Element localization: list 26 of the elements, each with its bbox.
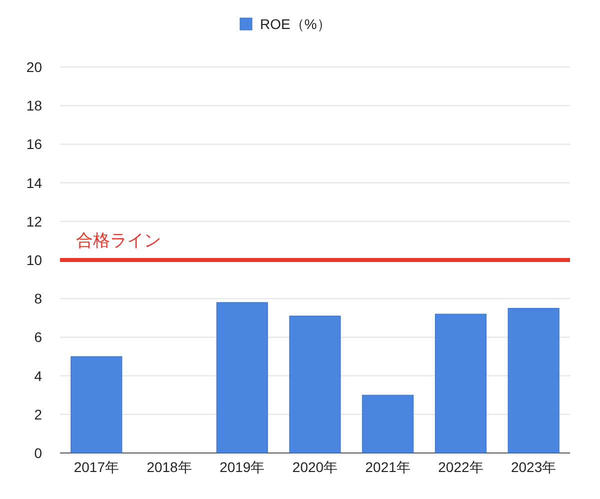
y-tick-label: 18	[26, 98, 42, 114]
ref-line-label: 合格ライン	[76, 231, 161, 250]
y-tick-label: 0	[34, 445, 42, 461]
y-tick-label: 4	[34, 368, 42, 384]
x-tick-label: 2019年	[220, 459, 265, 475]
x-tick-label: 2018年	[146, 459, 192, 475]
y-tick-label: 14	[26, 174, 42, 191]
x-tick-label: 2023年	[510, 459, 556, 475]
bar	[289, 316, 341, 454]
y-tick-label: 16	[26, 136, 42, 152]
bar	[434, 314, 486, 454]
bar	[216, 302, 268, 454]
legend-label: ROE（%）	[260, 16, 331, 32]
y-tick-label: 20	[26, 59, 42, 75]
x-tick-label: 2021年	[365, 459, 410, 475]
y-tick-label: 2	[34, 406, 42, 422]
x-tick-label: 2022年	[438, 459, 484, 475]
bar	[362, 394, 414, 454]
x-tick-label: 2017年	[74, 459, 120, 475]
bar	[508, 308, 560, 454]
bar	[70, 356, 122, 454]
y-tick-label: 8	[34, 290, 42, 307]
x-tick-label: 2020年	[292, 459, 338, 475]
y-tick-label: 10	[26, 252, 42, 268]
y-tick-label: 6	[34, 329, 42, 346]
y-tick-label: 12	[26, 213, 42, 230]
